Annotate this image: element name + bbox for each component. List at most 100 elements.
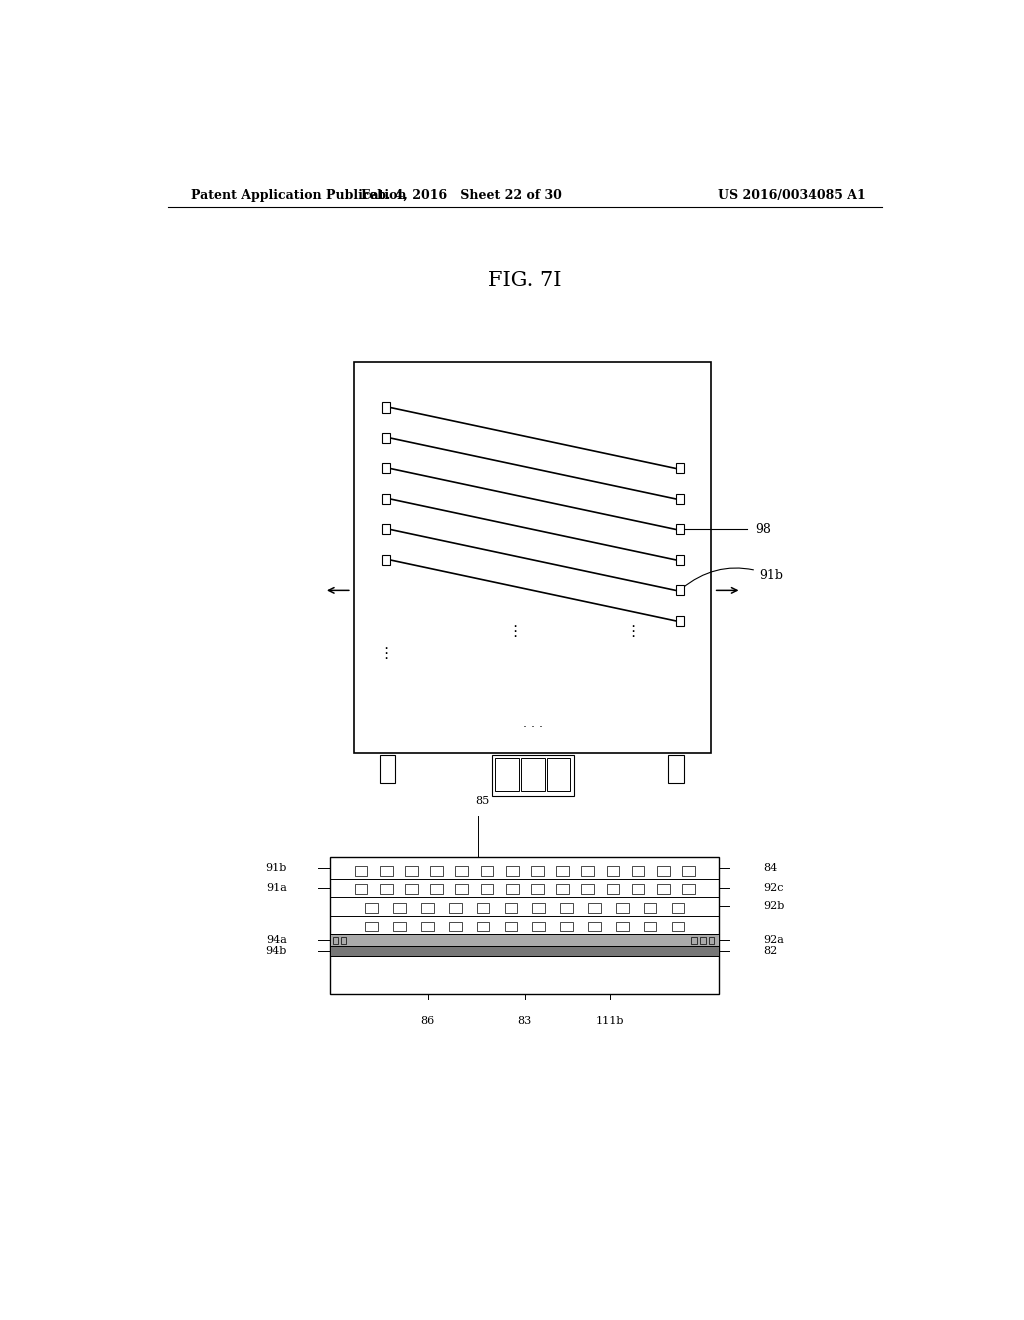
Bar (676, 463, 684, 474)
Bar (382, 463, 390, 474)
Bar (430, 866, 443, 876)
Bar (380, 755, 395, 784)
Text: 85: 85 (475, 796, 489, 805)
Bar (382, 494, 390, 504)
Bar (449, 921, 462, 931)
Bar (644, 921, 656, 931)
Bar (676, 585, 684, 595)
Bar (560, 921, 572, 931)
Bar (382, 554, 390, 565)
Bar (331, 857, 719, 994)
Bar (331, 946, 719, 956)
Bar (676, 494, 684, 504)
Text: 83: 83 (518, 1016, 531, 1026)
Bar (449, 903, 462, 912)
Bar (606, 866, 620, 876)
Bar (531, 866, 544, 876)
Bar (393, 903, 406, 912)
Text: 86: 86 (421, 1016, 435, 1026)
Bar (505, 921, 517, 931)
Bar (606, 884, 620, 894)
Text: 84: 84 (763, 863, 777, 873)
Bar (709, 937, 715, 944)
Bar (547, 758, 570, 791)
Bar (505, 903, 517, 912)
Bar (532, 903, 545, 912)
Bar (492, 755, 573, 796)
Bar (556, 884, 569, 894)
Text: ⋮: ⋮ (507, 623, 522, 639)
Text: ⋮: ⋮ (378, 647, 393, 661)
Bar (421, 921, 434, 931)
Bar (354, 362, 712, 752)
Bar (382, 524, 390, 535)
Bar (382, 403, 390, 412)
Bar (333, 937, 338, 944)
Bar (382, 433, 390, 444)
Text: · · ·: · · · (522, 721, 543, 734)
Bar (393, 921, 406, 931)
Bar (477, 921, 489, 931)
Bar (531, 884, 544, 894)
Bar (657, 866, 670, 876)
Bar (331, 935, 719, 946)
Bar (676, 616, 684, 626)
Bar (582, 884, 594, 894)
Bar (456, 884, 468, 894)
Bar (682, 884, 695, 894)
Bar (366, 921, 378, 931)
Bar (632, 866, 644, 876)
Bar (341, 937, 346, 944)
Bar (456, 866, 468, 876)
Text: 92b: 92b (763, 902, 784, 912)
Text: US 2016/0034085 A1: US 2016/0034085 A1 (718, 189, 866, 202)
Bar (668, 755, 684, 784)
Bar (588, 903, 601, 912)
Text: 92a: 92a (763, 935, 783, 945)
Text: 111b: 111b (596, 1016, 625, 1026)
Bar (672, 921, 684, 931)
Text: FIG. 7I: FIG. 7I (488, 271, 561, 290)
Text: 91b: 91b (265, 863, 287, 873)
Bar (421, 903, 434, 912)
Bar (480, 884, 494, 894)
Bar (691, 937, 697, 944)
Bar (657, 884, 670, 894)
Text: 94b: 94b (265, 946, 287, 956)
Bar (676, 524, 684, 535)
Bar (495, 758, 518, 791)
Text: ⋮: ⋮ (625, 623, 640, 639)
Bar (380, 866, 392, 876)
Bar (521, 758, 545, 791)
Bar (644, 903, 656, 912)
Bar (480, 866, 494, 876)
Bar (560, 903, 572, 912)
Bar (354, 884, 368, 894)
Bar (532, 921, 545, 931)
Bar (430, 884, 443, 894)
Bar (700, 937, 706, 944)
Bar (556, 866, 569, 876)
Text: 92c: 92c (763, 883, 783, 894)
Text: 91b: 91b (682, 568, 783, 589)
Text: 82: 82 (763, 946, 777, 956)
Bar (582, 866, 594, 876)
Bar (366, 903, 378, 912)
Bar (615, 921, 629, 931)
Text: 98: 98 (755, 523, 771, 536)
Bar (506, 884, 518, 894)
Text: 91a: 91a (266, 883, 287, 894)
Bar (354, 866, 368, 876)
Text: Patent Application Publication: Patent Application Publication (191, 189, 407, 202)
Bar (477, 903, 489, 912)
Bar (506, 866, 518, 876)
Bar (406, 866, 418, 876)
Bar (676, 554, 684, 565)
Text: 94a: 94a (266, 935, 287, 945)
Bar (615, 903, 629, 912)
Bar (380, 884, 392, 894)
Text: Feb. 4, 2016   Sheet 22 of 30: Feb. 4, 2016 Sheet 22 of 30 (360, 189, 562, 202)
Bar (672, 903, 684, 912)
Bar (406, 884, 418, 894)
Bar (632, 884, 644, 894)
